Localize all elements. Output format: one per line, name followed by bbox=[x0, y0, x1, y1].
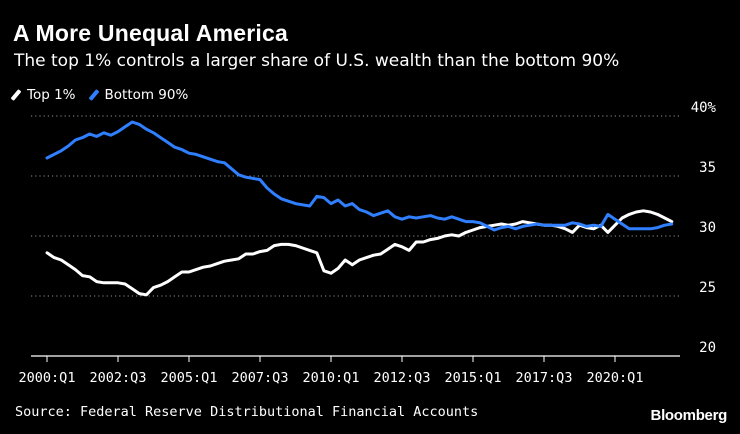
y-tick-label-40: 40% bbox=[691, 100, 717, 116]
y-tick-label-30: 30 bbox=[699, 220, 716, 236]
x-tick-label-1: 2002:Q3 bbox=[90, 370, 147, 386]
legend-label-bottom-90: Bottom 90% bbox=[104, 87, 189, 103]
series-line-top-1 bbox=[45, 209, 674, 297]
x-tick-label-6: 2015:Q1 bbox=[445, 370, 502, 386]
source-note: Source: Federal Reserve Distributional F… bbox=[15, 404, 479, 420]
bloomberg-logo: Bloomberg bbox=[650, 407, 728, 424]
x-tick-label-5: 2012:Q3 bbox=[374, 370, 431, 386]
legend-item-top-1: Top 1% bbox=[10, 87, 76, 103]
x-tick-label-0: 2000:Q1 bbox=[19, 370, 76, 386]
y-tick-label-25: 25 bbox=[699, 280, 716, 296]
x-tick-label-4: 2010:Q1 bbox=[303, 370, 360, 386]
legend: Top 1% Bottom 90% bbox=[10, 87, 204, 103]
series-line-bottom-90 bbox=[45, 120, 674, 232]
legend-label-top-1: Top 1% bbox=[27, 87, 76, 103]
x-tick-label-8: 2020:Q1 bbox=[587, 370, 644, 386]
x-tick-label-2: 2005:Q1 bbox=[161, 370, 218, 386]
x-tick-label-7: 2017:Q3 bbox=[516, 370, 573, 386]
x-tick-label-3: 2007:Q3 bbox=[232, 370, 289, 386]
chart-title: A More Unequal America bbox=[13, 20, 288, 46]
legend-item-bottom-90: Bottom 90% bbox=[88, 87, 189, 103]
chart-subtitle: The top 1% controls a larger share of U.… bbox=[14, 51, 620, 71]
y-tick-label-20: 20 bbox=[699, 340, 716, 356]
y-tick-label-35: 35 bbox=[699, 160, 716, 176]
